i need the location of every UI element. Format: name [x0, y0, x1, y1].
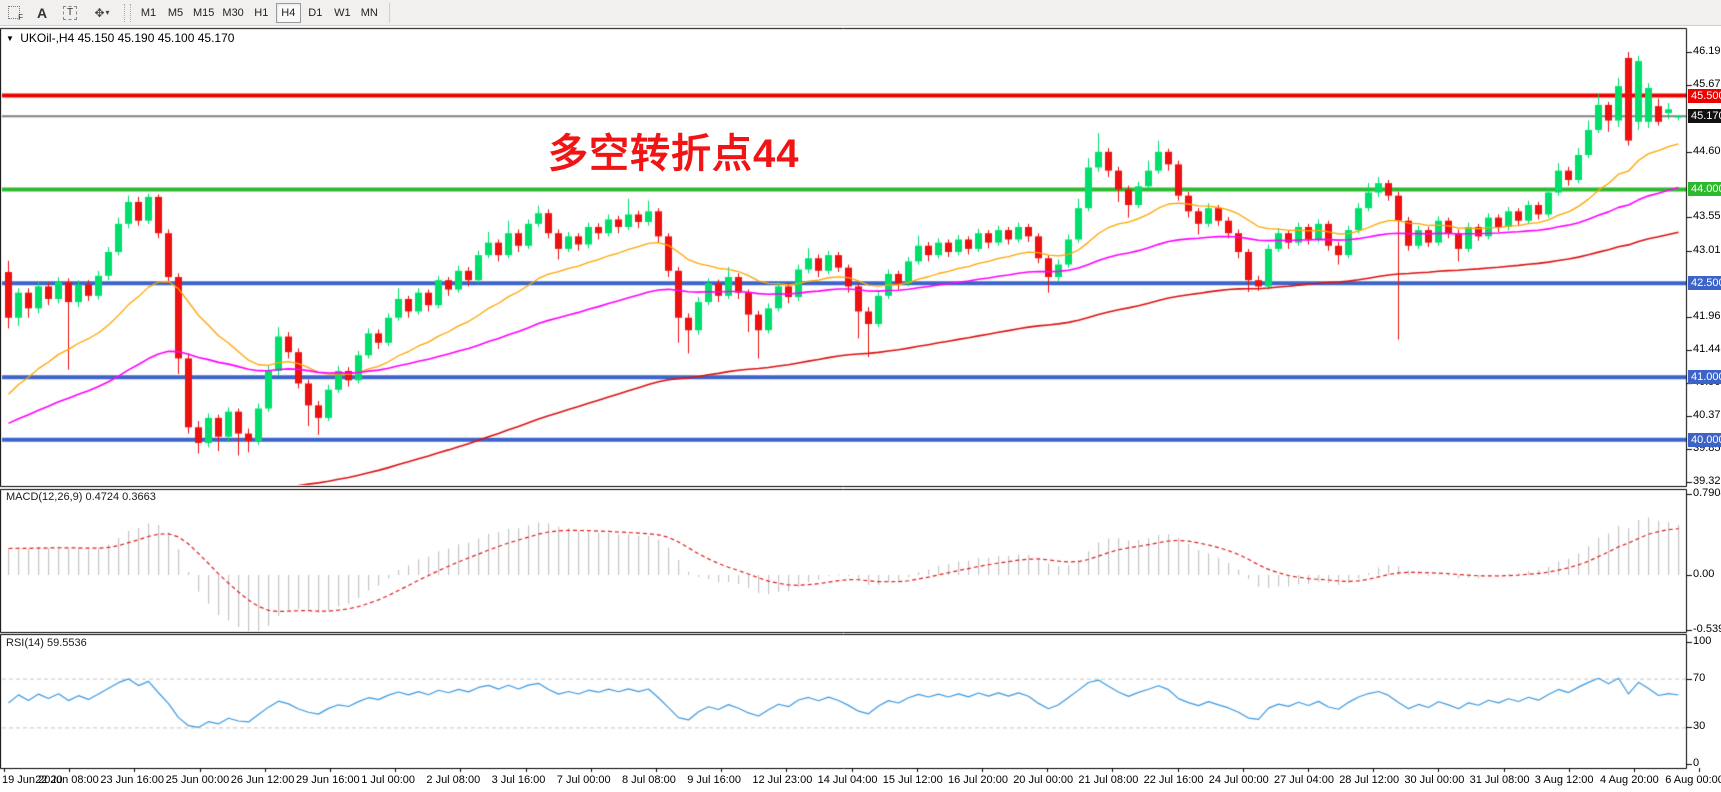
time-axis-label: 3 Aug 12:00	[1534, 774, 1594, 786]
rsi-indicator-label: RSI(14) 59.5536	[6, 637, 87, 649]
price-axis-label: 41.440	[1693, 342, 1721, 355]
time-axis-label: 25 Jun 00:00	[165, 774, 230, 786]
symbol-period-label: UKOil-,H4	[20, 31, 75, 45]
timeframe-button-mn[interactable]: MN	[357, 3, 382, 23]
timeframe-button-w1[interactable]: W1	[330, 3, 355, 23]
price-badge: 42.500	[1688, 276, 1721, 291]
time-axis-label: 7 Jul 00:00	[556, 774, 611, 786]
time-axis-label: 22 Jul 16:00	[1143, 774, 1204, 786]
price-axis[interactable]	[1687, 27, 1721, 768]
time-axis-label: 3 Jul 16:00	[491, 774, 546, 786]
price-chart-canvas[interactable]	[0, 27, 1721, 792]
timeframe-button-m5[interactable]: M5	[163, 3, 188, 23]
macd-axis-label: 0.7904	[1693, 487, 1721, 500]
timeframe-button-h4[interactable]: H4	[275, 2, 301, 23]
macd-indicator-label: MACD(12,26,9) 0.4724 0.3663	[6, 491, 156, 503]
toolbar-separator-2	[388, 2, 390, 23]
price-axis-label: 43.015	[1693, 244, 1721, 257]
time-axis-label: 1 Jul 00:00	[361, 774, 416, 786]
timeframe-button-h1[interactable]: H1	[249, 3, 274, 23]
price-axis-label: 40.375	[1693, 409, 1721, 422]
macd-axis-label: 0.00	[1693, 568, 1715, 580]
price-badge: 45.500	[1688, 88, 1721, 103]
rsi-axis-label: 100	[1693, 635, 1712, 647]
time-axis-label: 30 Jul 00:00	[1404, 774, 1465, 786]
time-axis-label: 26 Jun 12:00	[230, 774, 295, 786]
time-axis-label: 20 Jul 00:00	[1013, 774, 1074, 786]
time-axis-label: 29 Jun 16:00	[296, 774, 360, 786]
price-axis-label: 43.555	[1693, 210, 1721, 223]
chart-title: ▼ UKOil-,H4 45.150 45.190 45.100 45.170	[6, 31, 234, 45]
time-axis-label: 9 Jul 16:00	[687, 774, 742, 786]
price-badge: 45.170	[1688, 109, 1721, 124]
toolbar-separator	[124, 3, 131, 22]
time-axis-label: 12 Jul 23:00	[752, 774, 813, 786]
timeframe-button-d1[interactable]: D1	[303, 3, 328, 23]
time-axis-label: 27 Jul 04:00	[1274, 774, 1334, 786]
timeframe-button-group: M1 M5 M15 M30 H1 H4 D1 W1 MN	[135, 2, 383, 23]
fibo-letter: F	[18, 12, 23, 22]
price-axis-label: 41.965	[1693, 309, 1721, 322]
price-axis-label: 44.605	[1693, 144, 1721, 157]
dropdown-caret-icon: ▾	[105, 8, 110, 17]
price-badge: 41.000	[1688, 370, 1721, 385]
price-badge: 40.000	[1688, 432, 1721, 447]
time-axis-label: 15 Jul 12:00	[882, 774, 943, 786]
rsi-axis-label: 70	[1693, 671, 1706, 684]
toolbar: F A T ✥ ▾ M1 M5 M15 M30 H1 H4 D1 W1 MN	[0, 0, 1721, 26]
rsi-axis-label: 30	[1693, 720, 1706, 733]
timeframe-button-m1[interactable]: M1	[136, 3, 161, 23]
rsi-axis-label: 0	[1693, 757, 1700, 769]
time-axis-label: 28 Jul 12:00	[1339, 774, 1400, 786]
fibo-tool-icon[interactable]: F	[1, 2, 27, 24]
time-axis-label: 6 Aug 00:00	[1665, 774, 1721, 786]
symbol-dropdown-triangle[interactable]: ▼	[6, 34, 14, 43]
time-axis-label: 19 Jun 2020	[2, 774, 63, 786]
dotted-grid-icon	[8, 6, 20, 19]
price-badge: 44.000	[1688, 182, 1721, 197]
timeframe-button-m15[interactable]: M15	[190, 3, 217, 23]
time-axis-label: 23 Jun 16:00	[100, 774, 165, 786]
time-axis-label: 8 Jul 08:00	[622, 774, 676, 786]
time-axis-label: 31 Jul 08:00	[1469, 774, 1530, 786]
time-axis-label: 2 Jul 08:00	[426, 774, 481, 786]
time-axis[interactable]	[0, 768, 1721, 792]
textbox-tool-icon[interactable]: T	[57, 2, 83, 24]
time-axis-label: 21 Jul 08:00	[1078, 774, 1139, 786]
time-axis-label: 24 Jul 00:00	[1208, 774, 1269, 786]
time-axis-label: 22 Jun 08:00	[35, 774, 99, 786]
timeframe-button-m30[interactable]: M30	[219, 3, 246, 23]
shapes-tool-icon[interactable]: ✥ ▾	[85, 2, 119, 24]
time-axis-label: 4 Aug 20:00	[1600, 774, 1659, 786]
chart-annotation-text[interactable]: 多空转折点44	[548, 132, 800, 176]
macd-axis-label: -0.5399	[1693, 623, 1721, 636]
price-axis-label: 46.195	[1693, 45, 1721, 57]
price-axis-label: 45.670	[1693, 77, 1721, 90]
time-axis-label: 14 Jul 04:00	[817, 774, 878, 786]
time-axis-label: 16 Jul 20:00	[948, 774, 1008, 786]
label-tool-icon[interactable]: A	[29, 2, 55, 24]
price-axis-label: 39.325	[1693, 475, 1721, 488]
chart-area: ▼ UKOil-,H4 45.150 45.190 45.100 45.170 …	[0, 27, 1721, 792]
ohlc-readout: 45.150 45.190 45.100 45.170	[77, 31, 235, 45]
